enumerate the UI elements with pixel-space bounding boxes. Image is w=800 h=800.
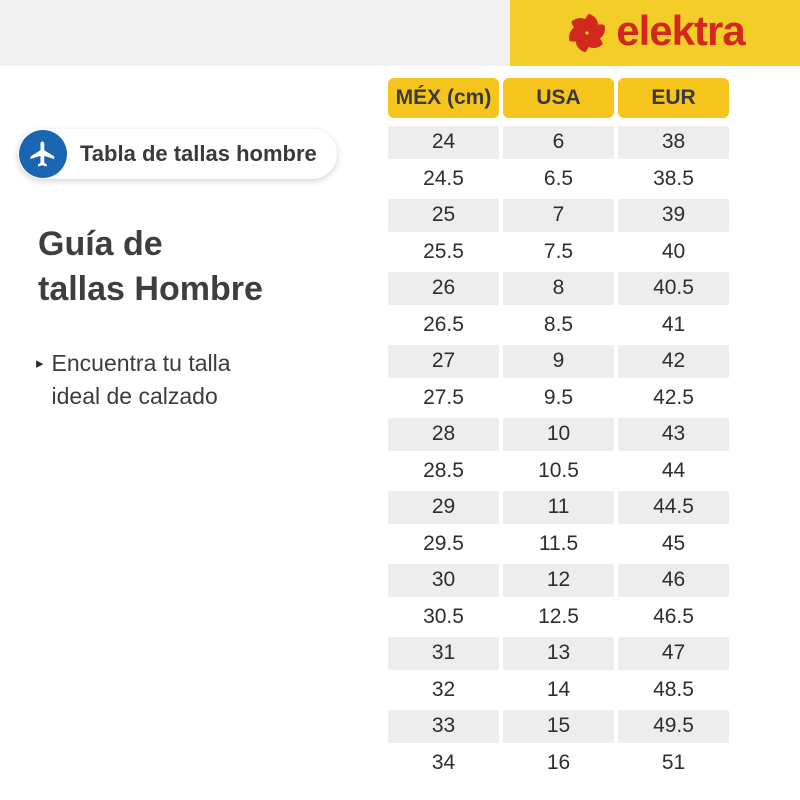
- table-cell: 15: [503, 710, 614, 743]
- table-cell: 40.5: [618, 272, 729, 305]
- table-cell: 27: [388, 345, 499, 378]
- table-cell: 33: [388, 710, 499, 743]
- table-cell: 42: [618, 345, 729, 378]
- size-table-header: MÉX (cm) USA EUR: [388, 78, 729, 118]
- table-cell: 25.5: [388, 235, 499, 268]
- table-cell: 34: [388, 746, 499, 779]
- pinwheel-icon: [569, 13, 606, 53]
- table-cell: 30: [388, 564, 499, 597]
- size-table: MÉX (cm) USA EUR 24 6 38 24.5 6.5 38.5 25 7 39 25…: [388, 78, 729, 779]
- table-cell: 46: [618, 564, 729, 597]
- table-cell: 42.5: [618, 381, 729, 414]
- table-cell: 9.5: [503, 381, 614, 414]
- table-cell: 48.5: [618, 673, 729, 706]
- table-cell: 7.5: [503, 235, 614, 268]
- table-cell: 26: [388, 272, 499, 305]
- table-row: 25 7 39: [388, 199, 729, 232]
- brand-logo-text: elektra: [616, 7, 745, 54]
- table-row: 33 15 49.5: [388, 710, 729, 743]
- table-cell: 31: [388, 637, 499, 670]
- table-cell: 12: [503, 564, 614, 597]
- intro-bullet-item: ▸ Encuentra tu talla ideal de calzado: [36, 347, 231, 413]
- table-cell: 6: [503, 126, 614, 159]
- table-cell: 11: [503, 491, 614, 524]
- table-cell: 25: [388, 199, 499, 232]
- table-cell: 10.5: [503, 454, 614, 487]
- table-cell: 43: [618, 418, 729, 451]
- table-row: 27 9 42: [388, 345, 729, 378]
- table-row: 24.5 6.5 38.5: [388, 162, 729, 195]
- table-row: 29 11 44.5: [388, 491, 729, 524]
- table-cell: 27.5: [388, 381, 499, 414]
- table-cell: 8: [503, 272, 614, 305]
- table-row: 26 8 40.5: [388, 272, 729, 305]
- table-cell: 44: [618, 454, 729, 487]
- table-cell: 47: [618, 637, 729, 670]
- column-header-eur: EUR: [618, 78, 729, 118]
- table-cell: 30.5: [388, 600, 499, 633]
- airplane-icon: [19, 130, 67, 178]
- table-cell: 26.5: [388, 308, 499, 341]
- table-cell: 46.5: [618, 600, 729, 633]
- table-cell: 6.5: [503, 162, 614, 195]
- table-cell: 7: [503, 199, 614, 232]
- table-cell: 11.5: [503, 527, 614, 560]
- table-cell: 45: [618, 527, 729, 560]
- table-row: 28.5 10.5 44: [388, 454, 729, 487]
- table-cell: 29: [388, 491, 499, 524]
- table-cell: 44.5: [618, 491, 729, 524]
- table-cell: 10: [503, 418, 614, 451]
- table-row: 34 16 51: [388, 746, 729, 779]
- table-cell: 49.5: [618, 710, 729, 743]
- table-cell: 13: [503, 637, 614, 670]
- table-row: 28 10 43: [388, 418, 729, 451]
- page-title: Guía de tallas Hombre: [38, 225, 263, 308]
- table-cell: 38: [618, 126, 729, 159]
- table-cell: 28: [388, 418, 499, 451]
- intro-text: Encuentra tu talla ideal de calzado: [51, 350, 231, 409]
- table-cell: 24.5: [388, 162, 499, 195]
- table-cell: 24: [388, 126, 499, 159]
- table-cell: 32: [388, 673, 499, 706]
- brand-banner: elektra: [510, 0, 800, 66]
- triangle-bullet-icon: ▸: [36, 355, 44, 372]
- table-cell: 16: [503, 746, 614, 779]
- table-row: 26.5 8.5 41: [388, 308, 729, 341]
- table-cell: 29.5: [388, 527, 499, 560]
- table-row: 29.5 11.5 45: [388, 527, 729, 560]
- table-row: 30 12 46: [388, 564, 729, 597]
- size-table-body: 24 6 38 24.5 6.5 38.5 25 7 39 25.5 7.5 40 26 8 40.5 26.…: [388, 126, 729, 779]
- table-cell: 8.5: [503, 308, 614, 341]
- table-cell: 38.5: [618, 162, 729, 195]
- table-row: 27.5 9.5 42.5: [388, 381, 729, 414]
- column-header-mex: MÉX (cm): [388, 78, 499, 118]
- table-cell: 9: [503, 345, 614, 378]
- table-cell: 51: [618, 746, 729, 779]
- table-cell: 12.5: [503, 600, 614, 633]
- badge-label: Tabla de tallas hombre: [80, 141, 317, 166]
- table-row: 31 13 47: [388, 637, 729, 670]
- table-row: 25.5 7.5 40: [388, 235, 729, 268]
- table-row: 30.5 12.5 46.5: [388, 600, 729, 633]
- table-cell: 28.5: [388, 454, 499, 487]
- column-header-usa: USA: [503, 78, 614, 118]
- table-cell: 39: [618, 199, 729, 232]
- table-cell: 14: [503, 673, 614, 706]
- table-cell: 40: [618, 235, 729, 268]
- size-table-badge[interactable]: Tabla de tallas hombre: [18, 129, 337, 179]
- table-cell: 41: [618, 308, 729, 341]
- table-row: 24 6 38: [388, 126, 729, 159]
- table-row: 32 14 48.5: [388, 673, 729, 706]
